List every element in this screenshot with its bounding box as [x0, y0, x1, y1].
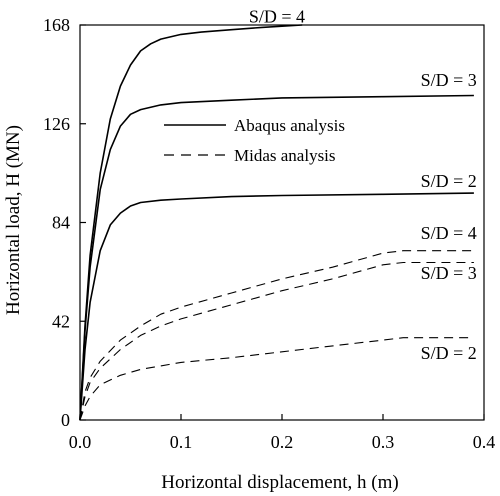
series-layer [79, 24, 474, 421]
legend-label-abaqus: Abaqus analysis [234, 116, 345, 135]
series-line-midas-3 [79, 261, 474, 421]
series-line-midas-2 [79, 337, 474, 421]
x-tick-label: 0.3 [372, 432, 395, 452]
x-axis-title: Horizontal displacement, h (m) [161, 472, 398, 493]
series-line-abaqus-4 [79, 24, 303, 421]
y-axis-title: Horizontal load, H (MN) [3, 125, 24, 315]
y-tick-label: 0 [61, 410, 70, 430]
curve-label-midas: S/D = 4 [421, 223, 477, 243]
curve-label-abaqus: S/D = 3 [421, 70, 477, 90]
curve-labels: S/D = 4 S/D = 3 S/D = 2 S/D = 4 S/D = 3 S/D =… [249, 7, 477, 363]
y-tick-label: 42 [52, 311, 70, 331]
curve-label-abaqus: S/D = 2 [421, 171, 477, 191]
curve-label-midas: S/D = 3 [421, 263, 477, 283]
y-tick-label: 126 [43, 114, 70, 134]
series-line-abaqus-3 [79, 94, 474, 421]
series-line-midas-4 [79, 250, 474, 421]
legend: Abaqus analysis Midas analysis [164, 116, 345, 165]
x-tick-label: 0.1 [170, 432, 193, 452]
axes: 0.0 0.1 0.2 0.3 0.4 0 42 84 126 168 [43, 15, 495, 452]
y-tick-label: 168 [43, 15, 70, 35]
y-tick-label: 84 [52, 213, 70, 233]
curve-label-midas: S/D = 2 [421, 343, 477, 363]
curve-label-abaqus: S/D = 4 [249, 7, 305, 27]
legend-label-midas: Midas analysis [234, 146, 336, 165]
x-tick-label: 0.0 [69, 432, 92, 452]
x-tick-label: 0.2 [271, 432, 294, 452]
x-tick-label: 0.4 [473, 432, 496, 452]
series-line-abaqus-2 [79, 192, 474, 421]
